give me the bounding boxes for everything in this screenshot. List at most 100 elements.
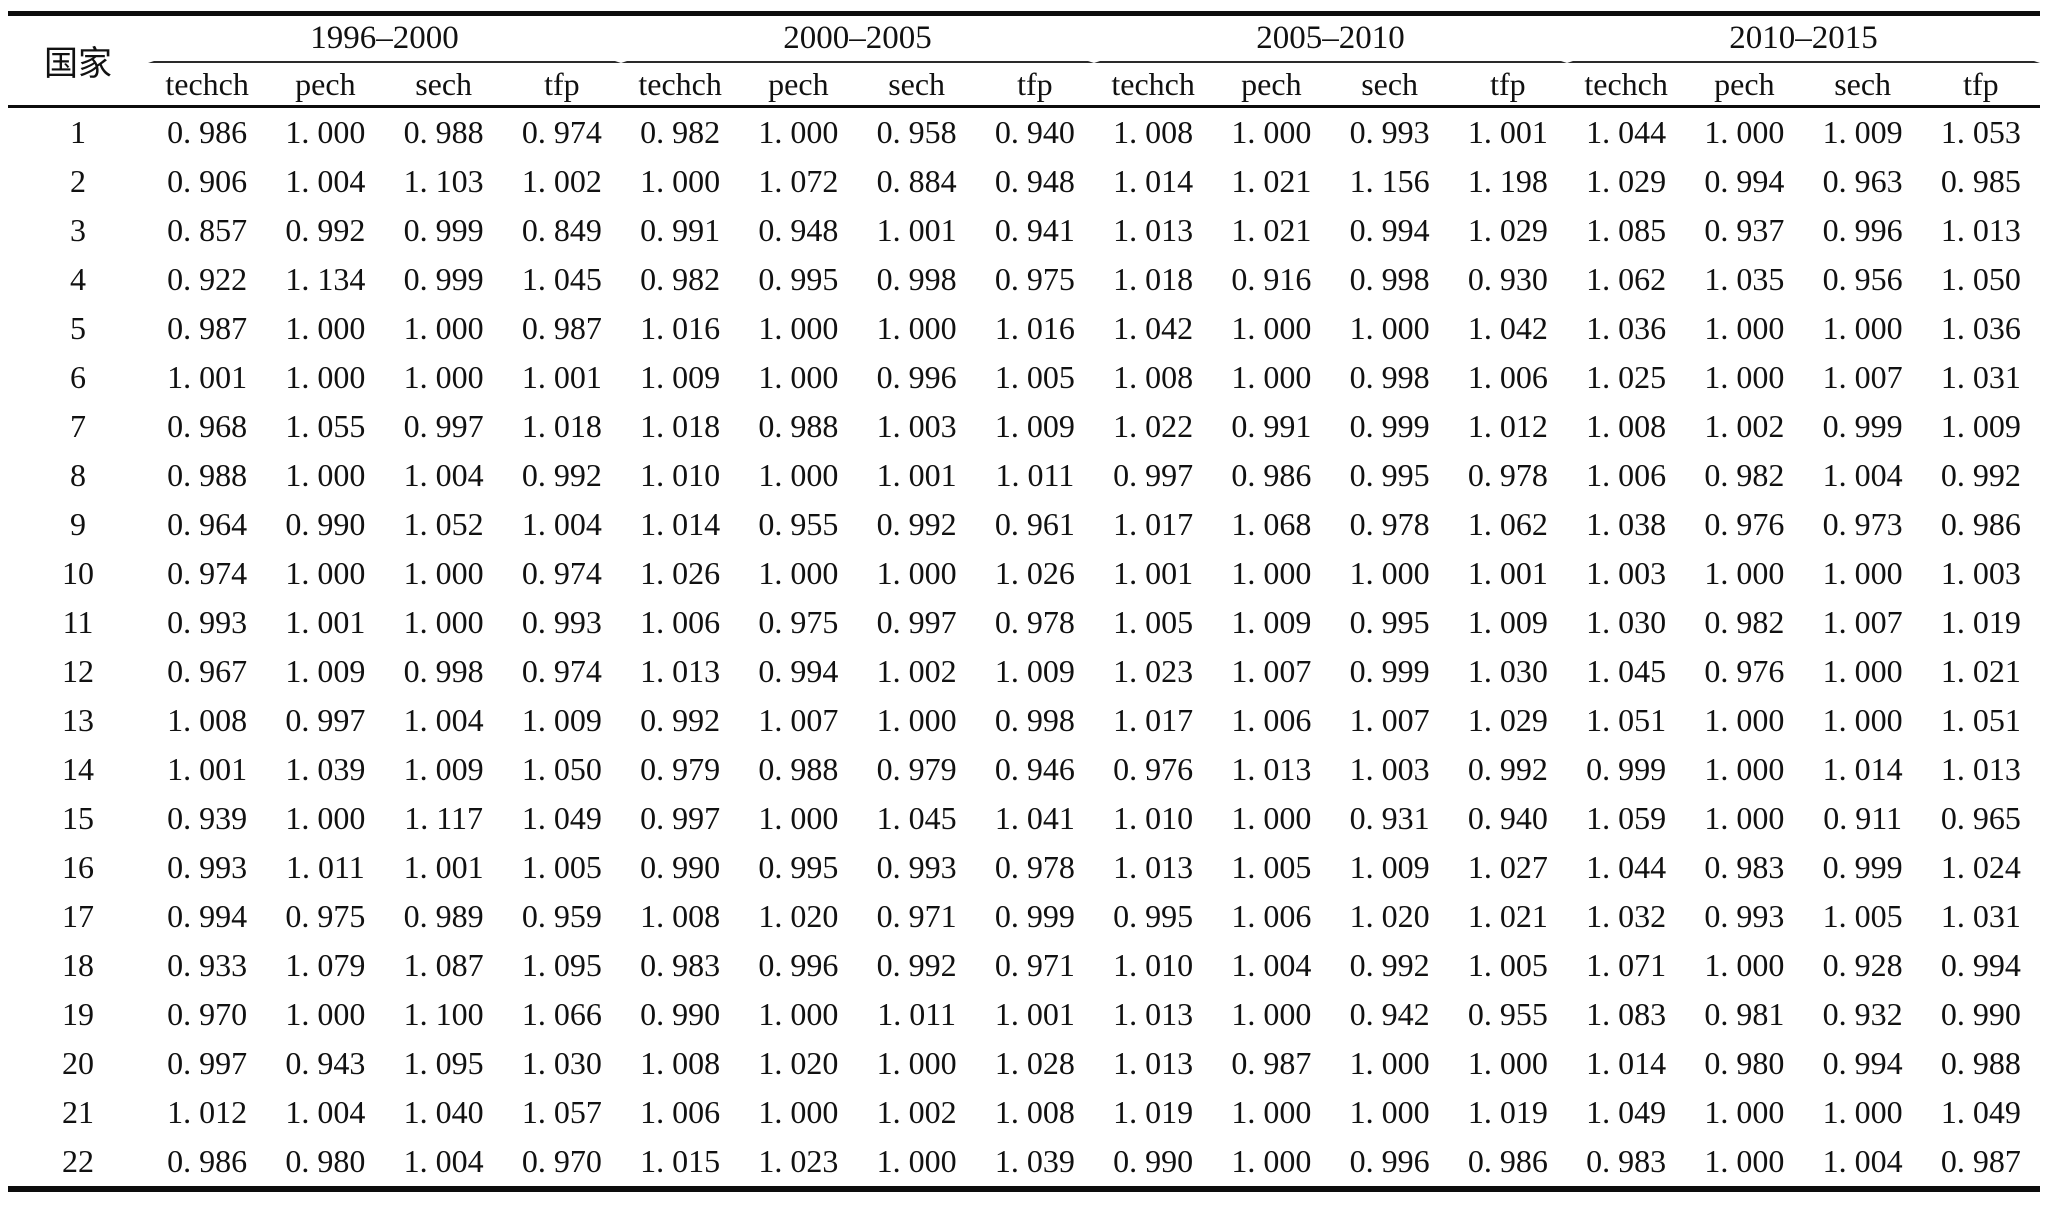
value-cell: 1. 000 [1822, 555, 1903, 591]
value-cell: 1. 021 [1231, 163, 1312, 199]
value-cell: 1. 044 [1586, 849, 1667, 885]
value-cell: 1. 002 [876, 653, 957, 689]
value-cell: 1. 001 [1467, 555, 1548, 591]
value-cell: 1. 000 [1704, 800, 1785, 836]
value-cell: 0. 931 [1349, 800, 1430, 836]
value-cell: 1. 003 [1940, 555, 2021, 591]
value-cell: 1. 023 [758, 1143, 839, 1179]
value-cell: 1. 005 [1467, 947, 1548, 983]
value-cell: 0. 980 [285, 1143, 366, 1179]
table-row: 15 0. 939 1. 000 1. 117 1. 049 0. 997 1. 000 1.… [8, 794, 2040, 843]
value-cell: 1. 000 [1231, 1094, 1312, 1130]
value-cell: 1. 000 [1822, 653, 1903, 689]
value-cell: 1. 008 [1586, 408, 1667, 444]
value-cell: 1. 000 [1704, 1094, 1785, 1130]
value-cell: 1. 000 [403, 310, 484, 346]
value-cell: 0. 928 [1822, 947, 1903, 983]
value-cell: 1. 023 [1113, 653, 1194, 689]
value-cell: 0. 990 [1113, 1143, 1194, 1179]
table-row: 6 1. 001 1. 000 1. 000 1. 001 1. 009 1. 000 0. … [8, 353, 2040, 402]
value-cell: 1. 000 [1349, 1045, 1430, 1081]
value-cell: 1. 011 [995, 457, 1075, 493]
value-cell: 1. 052 [403, 506, 484, 542]
value-cell: 1. 005 [1231, 849, 1312, 885]
value-cell: 0. 997 [167, 1045, 248, 1081]
value-cell: 0. 975 [994, 261, 1075, 297]
value-cell: 0. 988 [758, 751, 839, 787]
value-cell: 1. 000 [1822, 310, 1903, 346]
value-cell: 1. 010 [1113, 800, 1194, 836]
value-cell: 1. 049 [1940, 1094, 2021, 1130]
table-row: 14 1. 001 1. 039 1. 009 1. 050 0. 979 0. 988 0.… [8, 745, 2040, 794]
value-cell: 1. 032 [1586, 898, 1667, 934]
value-cell: 1. 036 [1940, 310, 2021, 346]
value-cell: 1. 007 [1822, 359, 1903, 395]
value-cell: 0. 982 [1704, 457, 1785, 493]
value-cell: 1. 029 [1467, 212, 1548, 248]
value-cell: 1. 009 [1231, 604, 1312, 640]
country-id-cell: 17 [62, 898, 94, 934]
value-cell: 1. 009 [403, 751, 484, 787]
subcolumn-header: techch [1567, 63, 1686, 108]
value-cell: 0. 967 [167, 653, 248, 689]
value-cell: 0. 986 [167, 1143, 248, 1179]
value-cell: 0. 959 [521, 898, 602, 934]
value-cell: 0. 996 [1349, 1143, 1430, 1179]
value-cell: 0. 998 [1349, 359, 1430, 395]
value-cell: 1. 071 [1586, 947, 1667, 983]
subcolumn-header: pech [266, 63, 385, 108]
value-cell: 0. 963 [1822, 163, 1903, 199]
value-cell: 1. 053 [1940, 114, 2021, 150]
value-cell: 1. 004 [1822, 457, 1903, 493]
subcolumn-header: sech [384, 63, 503, 108]
value-cell: 1. 003 [876, 408, 957, 444]
value-cell: 1. 012 [1467, 408, 1548, 444]
value-cell: 1. 026 [640, 555, 721, 591]
value-cell: 1. 000 [285, 359, 366, 395]
value-cell: 0. 992 [640, 702, 721, 738]
value-cell: 0. 980 [1704, 1045, 1785, 1081]
value-cell: 0. 971 [876, 898, 957, 934]
table-row: 9 0. 964 0. 990 1. 052 1. 004 1. 014 0. 955 0. … [8, 500, 2040, 549]
value-cell: 0. 932 [1822, 996, 1903, 1032]
value-cell: 1. 006 [1231, 702, 1312, 738]
value-cell: 1. 011 [877, 996, 957, 1032]
value-cell: 1. 004 [1822, 1143, 1903, 1179]
value-cell: 1. 000 [1822, 1094, 1903, 1130]
value-cell: 1. 001 [167, 751, 248, 787]
value-cell: 0. 998 [994, 702, 1075, 738]
country-id-cell: 15 [62, 800, 94, 836]
value-cell: 0. 948 [758, 212, 839, 248]
value-cell: 1. 000 [1704, 114, 1785, 150]
value-cell: 0. 884 [876, 163, 957, 199]
table-body: 1 0. 986 1. 000 0. 988 0. 974 0. 982 1. 000 0. … [8, 108, 2040, 1186]
value-cell: 1. 018 [640, 408, 721, 444]
value-cell: 1. 000 [1704, 1143, 1785, 1179]
value-cell: 0. 979 [876, 751, 957, 787]
value-cell: 1. 002 [521, 163, 602, 199]
value-cell: 0. 990 [285, 506, 366, 542]
value-cell: 0. 983 [1586, 1143, 1667, 1179]
value-cell: 1. 031 [1940, 898, 2021, 934]
value-cell: 1. 030 [1467, 653, 1548, 689]
value-cell: 0. 992 [876, 947, 957, 983]
value-cell: 0. 998 [1349, 261, 1430, 297]
value-cell: 1. 007 [1822, 604, 1903, 640]
value-cell: 1. 013 [1113, 849, 1194, 885]
value-cell: 1. 044 [1586, 114, 1667, 150]
value-cell: 0. 997 [403, 408, 484, 444]
value-cell: 0. 943 [285, 1045, 366, 1081]
value-cell: 1. 062 [1467, 506, 1548, 542]
value-cell: 0. 970 [167, 996, 248, 1032]
value-cell: 1. 020 [758, 898, 839, 934]
value-cell: 1. 013 [1940, 212, 2021, 248]
value-cell: 1. 042 [1467, 310, 1548, 346]
subcolumn-header: techch [148, 63, 267, 108]
value-cell: 1. 049 [521, 800, 602, 836]
country-id-cell: 12 [62, 653, 94, 689]
value-cell: 1. 009 [994, 408, 1075, 444]
value-cell: 1. 000 [403, 359, 484, 395]
value-cell: 1. 000 [1704, 555, 1785, 591]
value-cell: 1. 006 [1586, 457, 1667, 493]
value-cell: 0. 976 [1113, 751, 1194, 787]
